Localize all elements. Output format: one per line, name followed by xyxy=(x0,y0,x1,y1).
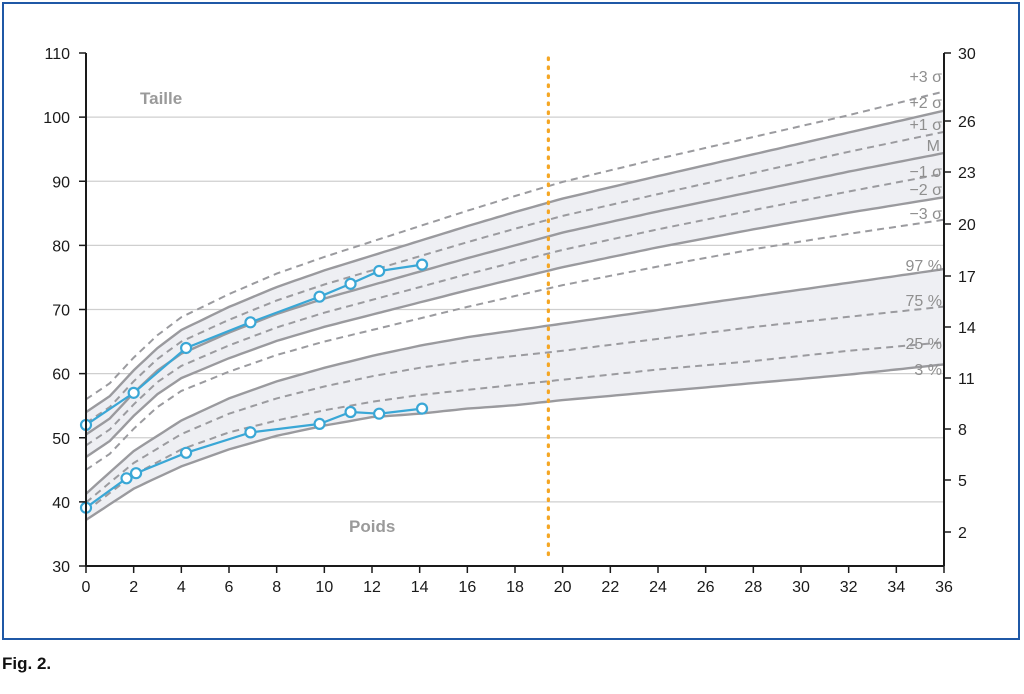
y-left-tick-label: 110 xyxy=(44,46,70,63)
y-left-tick-label: 100 xyxy=(43,110,70,127)
height-curve xyxy=(85,172,945,447)
y-right-tick-label: 11 xyxy=(958,371,975,388)
y-right-tick-label: 17 xyxy=(958,269,976,286)
y-left-tick-label: 90 xyxy=(52,174,70,191)
weight-curve-label: 3 % xyxy=(914,362,942,379)
y-right-tick-label: 26 xyxy=(958,114,976,131)
x-tick-label: 0 xyxy=(82,579,91,596)
x-tick-label: 28 xyxy=(744,579,762,596)
height-data-point xyxy=(313,290,326,303)
x-tick-label: 32 xyxy=(840,579,858,596)
y-right-tick-label: 23 xyxy=(958,165,976,182)
height-curve-label: M xyxy=(927,138,940,155)
height-data-point xyxy=(344,277,357,290)
height-curve-label: −3 σ xyxy=(909,206,942,223)
weight-data-point xyxy=(415,402,429,415)
height-curve xyxy=(85,151,945,436)
height-curve xyxy=(85,130,945,424)
weight-curve-label: 25 % xyxy=(906,336,942,353)
weight-data-point xyxy=(373,407,386,420)
x-tick-label: 12 xyxy=(363,579,381,596)
weight-band xyxy=(86,269,944,520)
growth-chart: +3 σ +2 σ +1 σ M −1 σ−2 σ −3 σ 97 % 75 % 25 % 3 %… xyxy=(43,46,976,596)
height-data-point xyxy=(127,386,140,399)
height-data-point xyxy=(373,264,386,278)
x-tick-label: 20 xyxy=(554,579,572,596)
x-tick-label: 36 xyxy=(935,579,953,596)
height-curve-label: −2 σ xyxy=(909,182,942,199)
x-tick-label: 10 xyxy=(315,579,333,596)
weight-data-point xyxy=(120,472,133,485)
height-data-point xyxy=(244,316,257,329)
height-curve xyxy=(85,90,945,401)
figure-frame: +3 σ +2 σ +1 σ M −1 σ −2 σ −3 σ 97 % 75 % 25 % 3 %… xyxy=(2,2,1020,640)
x-tick-label: 6 xyxy=(225,579,234,596)
weight-data-point xyxy=(129,467,143,480)
y-left-tick-label: 60 xyxy=(52,367,70,384)
height-curve xyxy=(85,109,945,414)
x-tick-label: 16 xyxy=(458,579,476,596)
height-curve-label: +3 σ xyxy=(909,69,942,86)
weight-label: Poids xyxy=(349,517,395,536)
x-tick-label: 18 xyxy=(506,579,524,596)
y-left-tick-label: 80 xyxy=(52,238,70,255)
weight-curve xyxy=(85,267,945,495)
y-left-tick-label: 70 xyxy=(52,303,70,320)
x-tick-label: 24 xyxy=(649,579,667,596)
weight-data-point xyxy=(344,405,357,419)
height-curve-label: +2 σ xyxy=(909,95,942,112)
height-data-point xyxy=(180,341,193,355)
weight-curve-label: 75 % xyxy=(906,293,942,310)
height-curve-label: +1 σ xyxy=(909,117,942,134)
weight-data-point xyxy=(180,446,193,459)
x-tick-label: 22 xyxy=(601,579,619,596)
y-right-tick-label: 30 xyxy=(958,46,976,63)
figure-caption: Fig. 2. xyxy=(2,654,52,673)
weight-data-point xyxy=(244,426,257,439)
x-tick-label: 14 xyxy=(411,579,429,596)
weight-curve xyxy=(85,363,945,521)
height-data-point xyxy=(415,258,429,271)
x-tick-label: 4 xyxy=(177,579,186,596)
x-tick-label: 8 xyxy=(272,579,281,596)
y-right-tick-label: 5 xyxy=(958,473,967,490)
y-left-tick-label: 30 xyxy=(52,559,70,576)
y-right-tick-label: 2 xyxy=(958,525,967,542)
x-tick-label: 2 xyxy=(129,579,138,596)
x-tick-label: 30 xyxy=(792,579,810,596)
height-label: Taille xyxy=(140,89,182,108)
weight-curve-label: 97 % xyxy=(906,258,942,275)
weight-curve xyxy=(85,305,945,504)
y-right-tick-label: 14 xyxy=(958,320,976,337)
y-left-tick-label: 40 xyxy=(52,495,70,512)
y-right-tick-label: 8 xyxy=(958,422,967,439)
weight-data-point xyxy=(313,417,326,430)
y-right-tick-label: 20 xyxy=(958,217,976,234)
height-curve xyxy=(85,196,945,458)
x-tick-label: 34 xyxy=(887,579,905,596)
height-curve xyxy=(85,218,945,471)
y-left-tick-label: 50 xyxy=(52,431,70,448)
height-curve-label: −1 σ xyxy=(909,164,942,181)
x-tick-label: 26 xyxy=(697,579,715,596)
